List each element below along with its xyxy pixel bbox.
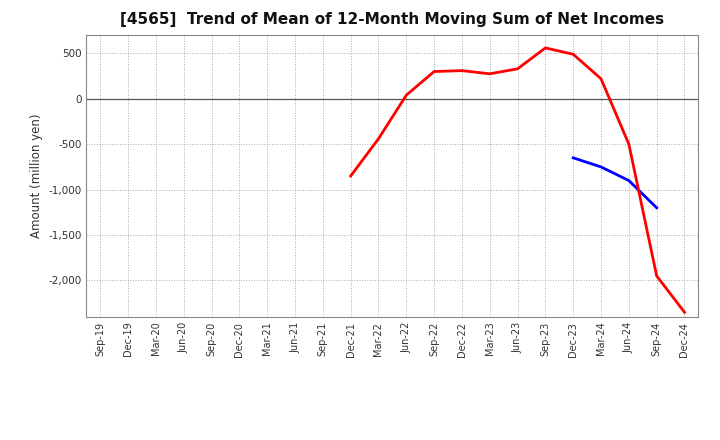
- Legend: 3 Years, 5 Years, 7 Years, 10 Years: 3 Years, 5 Years, 7 Years, 10 Years: [195, 434, 590, 440]
- Title: [4565]  Trend of Mean of 12-Month Moving Sum of Net Incomes: [4565] Trend of Mean of 12-Month Moving …: [120, 12, 665, 27]
- Y-axis label: Amount (million yen): Amount (million yen): [30, 114, 42, 238]
